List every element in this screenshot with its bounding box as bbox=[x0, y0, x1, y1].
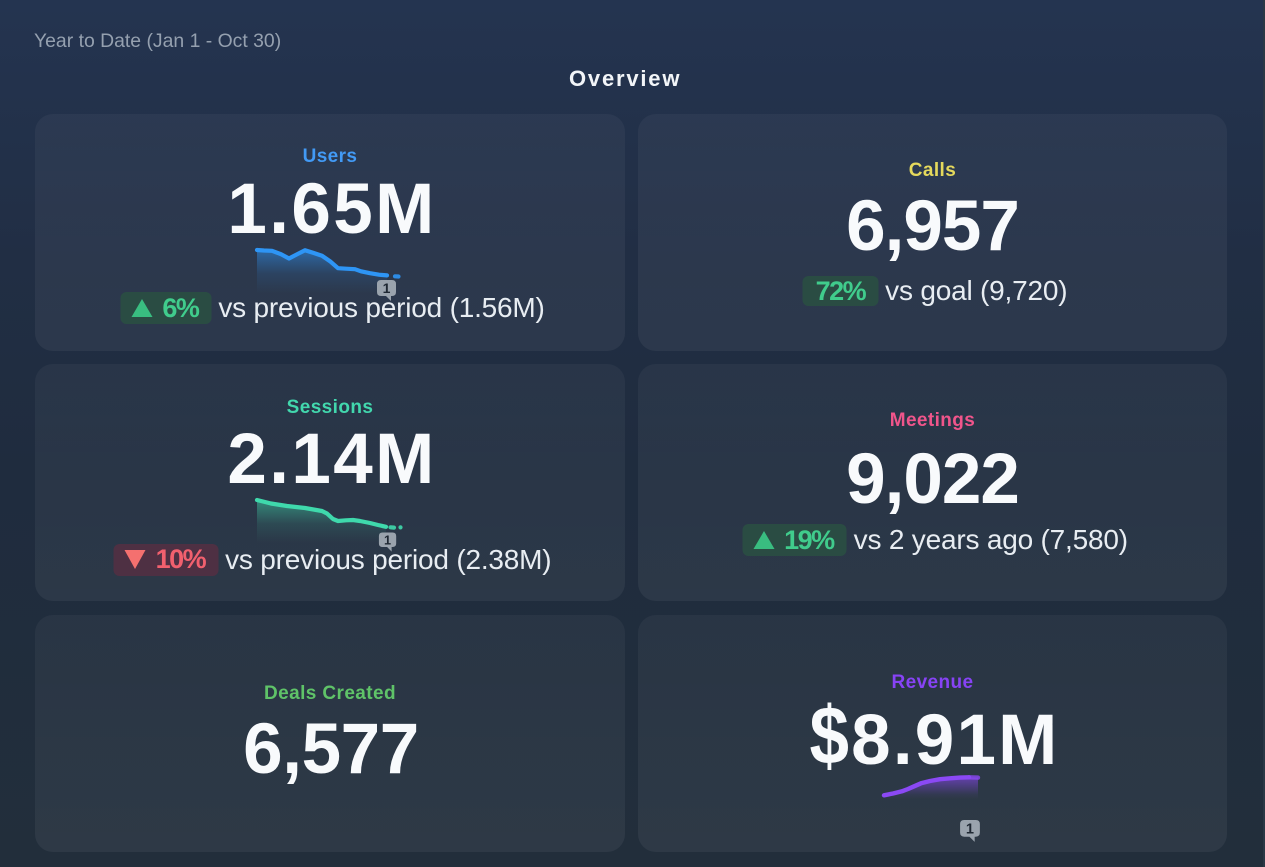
svg-text:1: 1 bbox=[966, 822, 974, 838]
svg-text:1: 1 bbox=[384, 532, 391, 547]
svg-text:1: 1 bbox=[383, 280, 391, 296]
